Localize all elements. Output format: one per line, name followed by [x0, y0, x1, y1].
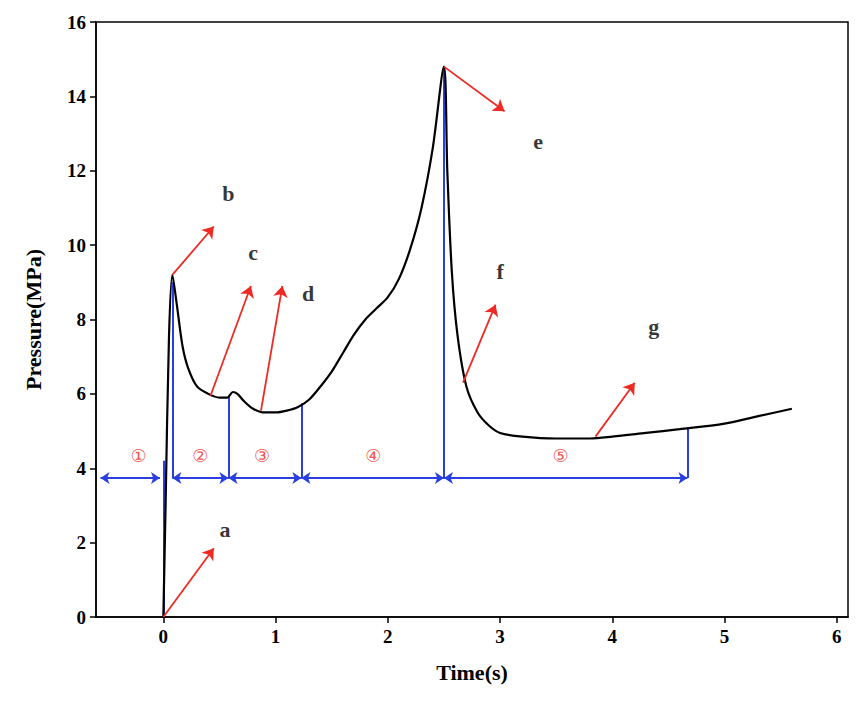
- svg-text:②: ②: [192, 445, 208, 466]
- svg-text:2: 2: [77, 532, 87, 553]
- svg-text:0: 0: [159, 626, 169, 647]
- svg-text:0: 0: [77, 607, 87, 628]
- svg-text:12: 12: [67, 160, 86, 181]
- svg-text:10: 10: [67, 235, 86, 256]
- svg-text:⑤: ⑤: [553, 445, 569, 466]
- svg-text:14: 14: [67, 86, 87, 107]
- svg-text:e: e: [533, 129, 543, 154]
- svg-text:g: g: [648, 314, 659, 339]
- svg-text:8: 8: [77, 309, 87, 330]
- svg-text:Time(s): Time(s): [436, 660, 508, 685]
- svg-text:5: 5: [720, 626, 730, 647]
- svg-text:b: b: [222, 181, 234, 206]
- svg-text:d: d: [302, 281, 314, 306]
- svg-text:16: 16: [67, 12, 86, 33]
- svg-text:a: a: [220, 517, 231, 542]
- svg-text:Pressure(MPa): Pressure(MPa): [21, 249, 46, 390]
- svg-text:6: 6: [77, 383, 87, 404]
- svg-text:4: 4: [77, 458, 87, 479]
- svg-text:6: 6: [832, 626, 842, 647]
- svg-text:c: c: [248, 240, 258, 265]
- svg-text:3: 3: [495, 626, 505, 647]
- svg-text:④: ④: [365, 445, 381, 466]
- svg-text:③: ③: [254, 445, 270, 466]
- svg-text:4: 4: [608, 626, 618, 647]
- svg-text:1: 1: [271, 626, 281, 647]
- svg-text:f: f: [496, 259, 504, 284]
- svg-text:2: 2: [383, 626, 393, 647]
- svg-text:①: ①: [131, 445, 147, 466]
